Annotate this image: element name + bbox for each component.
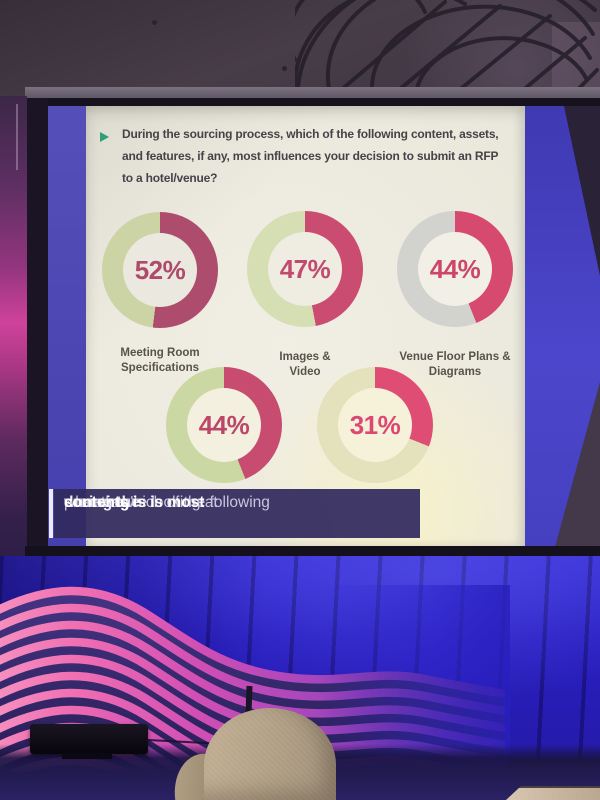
side-table-corner: [506, 786, 600, 800]
screen-side-band-right: [525, 106, 600, 558]
donut-value: 44%: [429, 253, 481, 284]
caption-text: process which of the following: [64, 494, 270, 511]
donut-value: 47%: [279, 253, 331, 284]
armchair-back-main: [204, 708, 336, 800]
donut-hole: 44%: [187, 388, 261, 462]
caption-text: during the: [64, 494, 140, 511]
slide-title-line: During the sourcing process, which of th…: [122, 127, 499, 141]
presentation-slide: During the sourcing process, which of th…: [86, 106, 525, 546]
donut-hole: 44%: [418, 232, 492, 306]
ceiling-sprinkler-dot: [152, 20, 157, 25]
donut-chart-fourth: 44%: [166, 367, 282, 483]
donut-label-line: Video: [289, 366, 321, 378]
donut-label-line: Specifications: [121, 362, 199, 374]
donut-chart-venue-floor-plans: 44%: [397, 211, 513, 327]
donut-chart-meeting-room-specifications: 52%: [102, 212, 218, 328]
donut-chart-fifth: 31%: [317, 367, 433, 483]
screen-bezel-top: [25, 98, 600, 108]
slide-title-line: to a hotel/venue?: [122, 171, 218, 185]
donut-hole: 52%: [123, 233, 197, 307]
slide-title: During the sourcing process, which of th…: [122, 123, 524, 189]
donut-hole: 31%: [338, 388, 412, 462]
donut-label: Venue Floor Plans & Diagrams: [375, 350, 535, 380]
caption-text: contents is is most: [64, 494, 205, 511]
curtain-highlight: [16, 104, 18, 170]
caption-text: sourcing: [64, 494, 130, 511]
donut-label-line: Venue Floor Plans &: [399, 351, 511, 363]
screen-corner-shadow-top: [564, 106, 600, 276]
caption-cursor-bar: [49, 489, 53, 538]
slide-title-line: and features, if any, most influences yo…: [122, 149, 499, 163]
donut-label-line: Images &: [279, 351, 331, 363]
ceiling-sprinkler-dot: [282, 66, 287, 71]
donut-label-line: Meeting Room: [120, 347, 200, 359]
screen-corner-shadow-bottom: [552, 381, 600, 558]
screen-top-edge: [25, 87, 600, 98]
stage-monitor-speaker: [30, 724, 148, 754]
speaker-stand: [62, 753, 112, 759]
donut-label-line: Diagrams: [428, 366, 482, 378]
live-caption: what they're looking at during the sourc…: [54, 489, 420, 538]
caption-text: what they're looking at: [64, 494, 218, 511]
donut-chart-images-video: 47%: [247, 211, 363, 327]
donut-label: Meeting Room Specifications: [90, 346, 230, 376]
screen-side-band-left: [48, 106, 86, 558]
screen-bezel-left: [25, 98, 48, 560]
play-triangle-icon: [100, 132, 109, 142]
stage-curtain-left: [0, 96, 27, 601]
donut-value: 44%: [198, 409, 250, 440]
donut-hole: 47%: [268, 232, 342, 306]
donut-value: 52%: [134, 254, 186, 285]
donut-value: 31%: [349, 409, 401, 440]
donut-label: Images & Video: [235, 350, 375, 380]
